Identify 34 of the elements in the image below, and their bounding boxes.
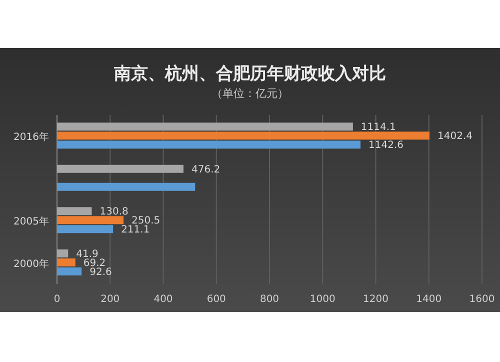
bar bbox=[57, 132, 430, 140]
bar bbox=[57, 216, 124, 224]
chart-title: 南京、杭州、合肥历年财政收入对比 bbox=[113, 64, 386, 84]
data-label: 1402.4 bbox=[438, 131, 473, 142]
data-label: 1114.1 bbox=[360, 122, 396, 134]
x-tick-label: 800 bbox=[260, 294, 280, 305]
x-tick-label: 400 bbox=[154, 294, 173, 305]
bar bbox=[57, 225, 114, 234]
bar bbox=[57, 140, 361, 149]
bar bbox=[57, 258, 76, 266]
chart-subtitle: （单位：亿元） bbox=[212, 87, 288, 100]
bar bbox=[57, 207, 92, 216]
x-tick-label: 1200 bbox=[363, 294, 388, 305]
x-tick-label: 0 bbox=[54, 294, 60, 305]
x-tick-label: 200 bbox=[100, 294, 120, 305]
x-tick-label: 1600 bbox=[469, 294, 495, 305]
data-label: 211.1 bbox=[121, 224, 150, 236]
y-tick-label: 2005年 bbox=[14, 216, 49, 228]
data-label: 92.6 bbox=[90, 266, 112, 278]
x-tick-label: 1400 bbox=[416, 294, 442, 305]
bar bbox=[57, 249, 68, 258]
data-label: 41.9 bbox=[76, 248, 98, 260]
bar bbox=[57, 267, 82, 276]
bar bbox=[57, 182, 196, 191]
data-label: 130.8 bbox=[100, 206, 128, 218]
data-label: 476.2 bbox=[191, 164, 220, 176]
bar bbox=[57, 122, 353, 131]
bar bbox=[57, 164, 184, 173]
data-label: 69.2 bbox=[83, 258, 106, 269]
data-label: 1142.6 bbox=[368, 140, 404, 152]
y-tick-label: 2000年 bbox=[14, 258, 49, 270]
x-tick-label: 600 bbox=[206, 294, 226, 305]
x-tick-label: 1000 bbox=[310, 294, 336, 305]
y-tick-label: 2016年 bbox=[14, 131, 49, 144]
